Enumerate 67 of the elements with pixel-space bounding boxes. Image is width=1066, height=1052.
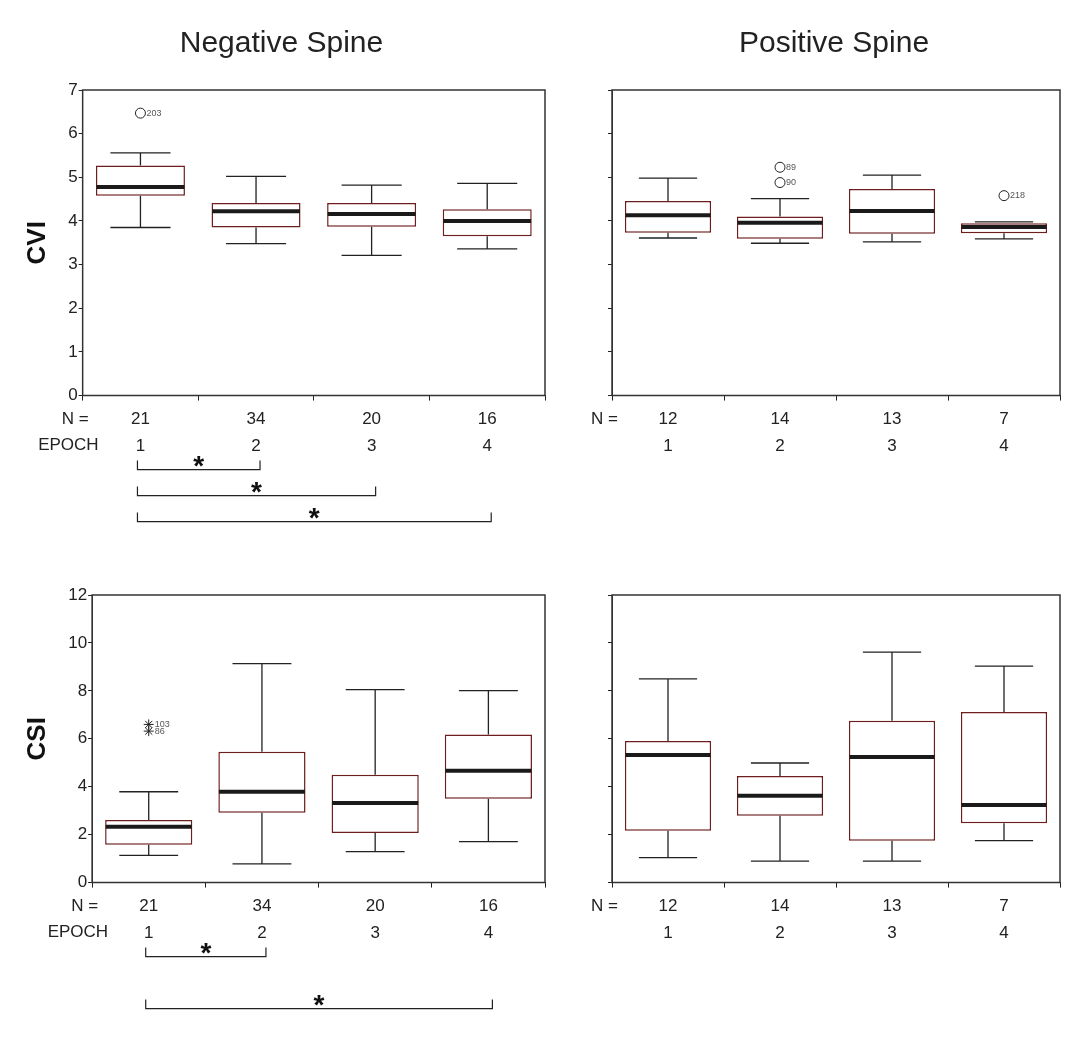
text: 7 xyxy=(999,409,1009,429)
y-axis-title: CSI xyxy=(20,717,51,761)
text: 13 xyxy=(882,896,902,916)
x-tick-label: 4 xyxy=(482,436,492,456)
text: N = xyxy=(71,896,99,916)
y-tick-label: 0 xyxy=(68,385,78,405)
x-tick-label: 4 xyxy=(483,923,494,943)
y-tick-label: 2 xyxy=(77,824,88,844)
annotation: 203 xyxy=(146,107,162,118)
x-tick-label: 3 xyxy=(370,923,380,943)
text: 21 xyxy=(130,409,150,429)
text: 14 xyxy=(770,409,790,429)
text: 13 xyxy=(882,409,902,429)
x-tick-label: 1 xyxy=(143,923,154,943)
chart-title: Negative Spine xyxy=(179,25,384,59)
text: * xyxy=(313,988,325,1020)
y-tick-label: 6 xyxy=(77,728,88,748)
x-tick-label: 4 xyxy=(999,436,1009,456)
annotation: 90 xyxy=(786,177,797,188)
text: 21 xyxy=(139,896,159,916)
text: * xyxy=(251,475,263,507)
annotation: 103 xyxy=(154,718,170,729)
x-tick-label: 1 xyxy=(135,436,146,456)
y-tick-label: 6 xyxy=(68,123,78,143)
text: 12 xyxy=(658,896,678,916)
text: * xyxy=(200,936,212,968)
y-tick-label: 0 xyxy=(77,872,88,892)
y-tick-label: 2 xyxy=(68,297,78,317)
y-tick-label: 4 xyxy=(77,776,88,796)
x-tick-label: 2 xyxy=(251,436,261,456)
y-axis-title: CVI xyxy=(20,221,51,265)
x-tick-label: 2 xyxy=(775,923,785,943)
x-tick-label: 4 xyxy=(999,923,1009,943)
x-tick-label: 3 xyxy=(366,436,377,456)
text: 16 xyxy=(478,896,498,916)
text: N = xyxy=(591,409,619,429)
y-tick-label: 12 xyxy=(68,584,88,604)
y-tick-label: 10 xyxy=(68,632,88,652)
x-tick-label: 2 xyxy=(257,923,267,943)
x-tick-label: 1 xyxy=(663,436,673,456)
chart-title: Positive Spine xyxy=(738,25,930,59)
y-tick-label: 8 xyxy=(77,680,88,700)
text: 34 xyxy=(252,896,272,916)
text: 34 xyxy=(246,409,266,429)
y-tick-label: 3 xyxy=(68,254,78,274)
x-axis-title: EPOCH xyxy=(47,922,109,942)
text: N = xyxy=(591,896,619,916)
x-tick-label: 3 xyxy=(887,436,897,456)
y-tick-label: 5 xyxy=(68,167,78,186)
x-tick-label: 1 xyxy=(663,923,673,943)
text: 12 xyxy=(658,409,678,429)
text: N = xyxy=(61,409,89,429)
y-tick-label: 7 xyxy=(68,79,78,99)
text: 20 xyxy=(365,896,385,916)
annotation: 218 xyxy=(1010,190,1026,201)
text: 20 xyxy=(362,409,382,429)
text: 16 xyxy=(477,409,497,429)
text: 14 xyxy=(770,896,790,916)
text: 7 xyxy=(999,896,1009,916)
x-axis-title: EPOCH xyxy=(38,435,99,455)
x-tick-label: 2 xyxy=(775,436,785,456)
text: * xyxy=(308,501,320,533)
x-tick-label: 3 xyxy=(887,923,897,943)
annotation: 89 xyxy=(786,161,797,172)
text: * xyxy=(193,449,205,481)
y-tick-label: 1 xyxy=(68,341,78,361)
y-tick-label: 4 xyxy=(68,210,78,230)
